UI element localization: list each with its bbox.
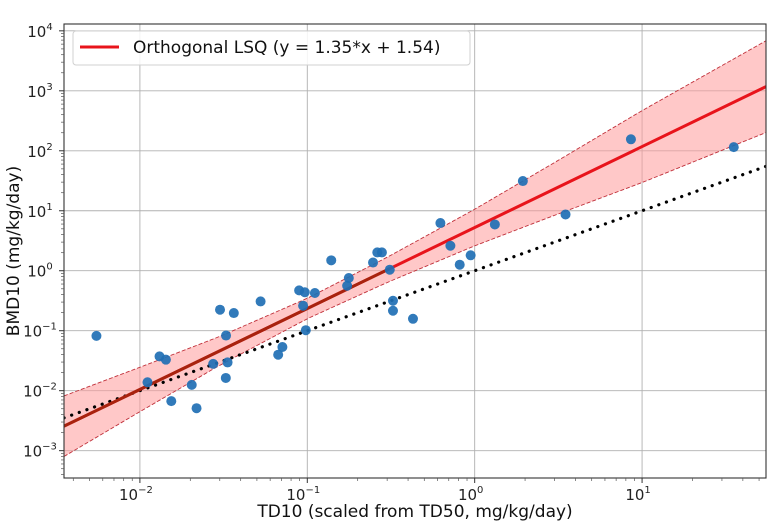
data-point [222, 357, 233, 368]
data-point [273, 349, 284, 360]
data-point [300, 325, 311, 336]
axes [63, 23, 767, 479]
data-point [445, 240, 456, 251]
fit-line-dark-segment [64, 267, 391, 428]
data-point [299, 287, 310, 298]
data-point [384, 264, 395, 275]
data-point [220, 372, 231, 383]
lines [64, 85, 766, 428]
band-upper-edge [64, 40, 766, 397]
data-point [407, 313, 418, 324]
y-tick-label: 104 [27, 22, 52, 41]
data-point [376, 247, 387, 258]
data-point [215, 304, 226, 315]
x-axis-ticks: 10−2 10−1 100 101 [72, 478, 760, 504]
data-point [517, 176, 528, 187]
data-point [186, 379, 197, 390]
y-tick-label: 10−1 [23, 322, 57, 341]
y-tick-label: 10−3 [23, 442, 57, 461]
x-tick-label: 10−1 [286, 485, 320, 504]
x-tick-label: 10−2 [119, 485, 153, 504]
data-point [91, 330, 102, 341]
data-point [191, 403, 202, 414]
confidence-band [64, 40, 766, 457]
data-point [387, 305, 398, 316]
y-axis-label: BMD10 (mg/kg/day) [4, 166, 24, 336]
x-axis-label: TD10 (scaled from TD50, mg/kg/day) [256, 502, 572, 522]
data-point [326, 255, 337, 266]
data-point [166, 396, 177, 407]
band-fill [64, 40, 766, 457]
data-point [142, 377, 153, 388]
data-point [435, 218, 446, 229]
y-tick-label: 100 [27, 262, 52, 281]
data-point [309, 288, 320, 299]
x-tick-label: 101 [625, 485, 650, 504]
data-point [728, 142, 739, 153]
data-point [160, 354, 171, 365]
data-point [255, 296, 266, 307]
data-point [465, 250, 476, 261]
data-point [454, 259, 465, 270]
x-tick-label: 100 [458, 485, 483, 504]
legend: Orthogonal LSQ (y = 1.35*x + 1.54) [72, 30, 471, 66]
data-point [228, 308, 239, 319]
data-point [387, 295, 398, 306]
legend-box [72, 30, 471, 66]
data-point [368, 257, 379, 268]
y-tick-label: 102 [27, 142, 52, 161]
data-points [91, 134, 739, 414]
data-point [625, 134, 636, 145]
y-tick-label: 10−2 [23, 382, 57, 401]
y-tick-label: 103 [27, 82, 52, 101]
data-point [208, 358, 219, 369]
identity-dotted-line [64, 164, 766, 420]
legend-label-fit-line: Orthogonal LSQ (y = 1.35*x + 1.54) [133, 38, 440, 58]
data-point [343, 273, 354, 284]
data-point [221, 330, 232, 341]
data-point [342, 280, 353, 291]
data-point [560, 209, 571, 220]
data-point [489, 219, 500, 230]
y-tick-label: 101 [27, 202, 52, 221]
data-point [277, 341, 288, 352]
data-point [298, 300, 309, 311]
y-axis-ticks: 10−3 10−2 10−1 100 101 102 103 104 [23, 22, 64, 475]
plot-frame [63, 23, 767, 479]
band-lower-edge [64, 132, 766, 457]
